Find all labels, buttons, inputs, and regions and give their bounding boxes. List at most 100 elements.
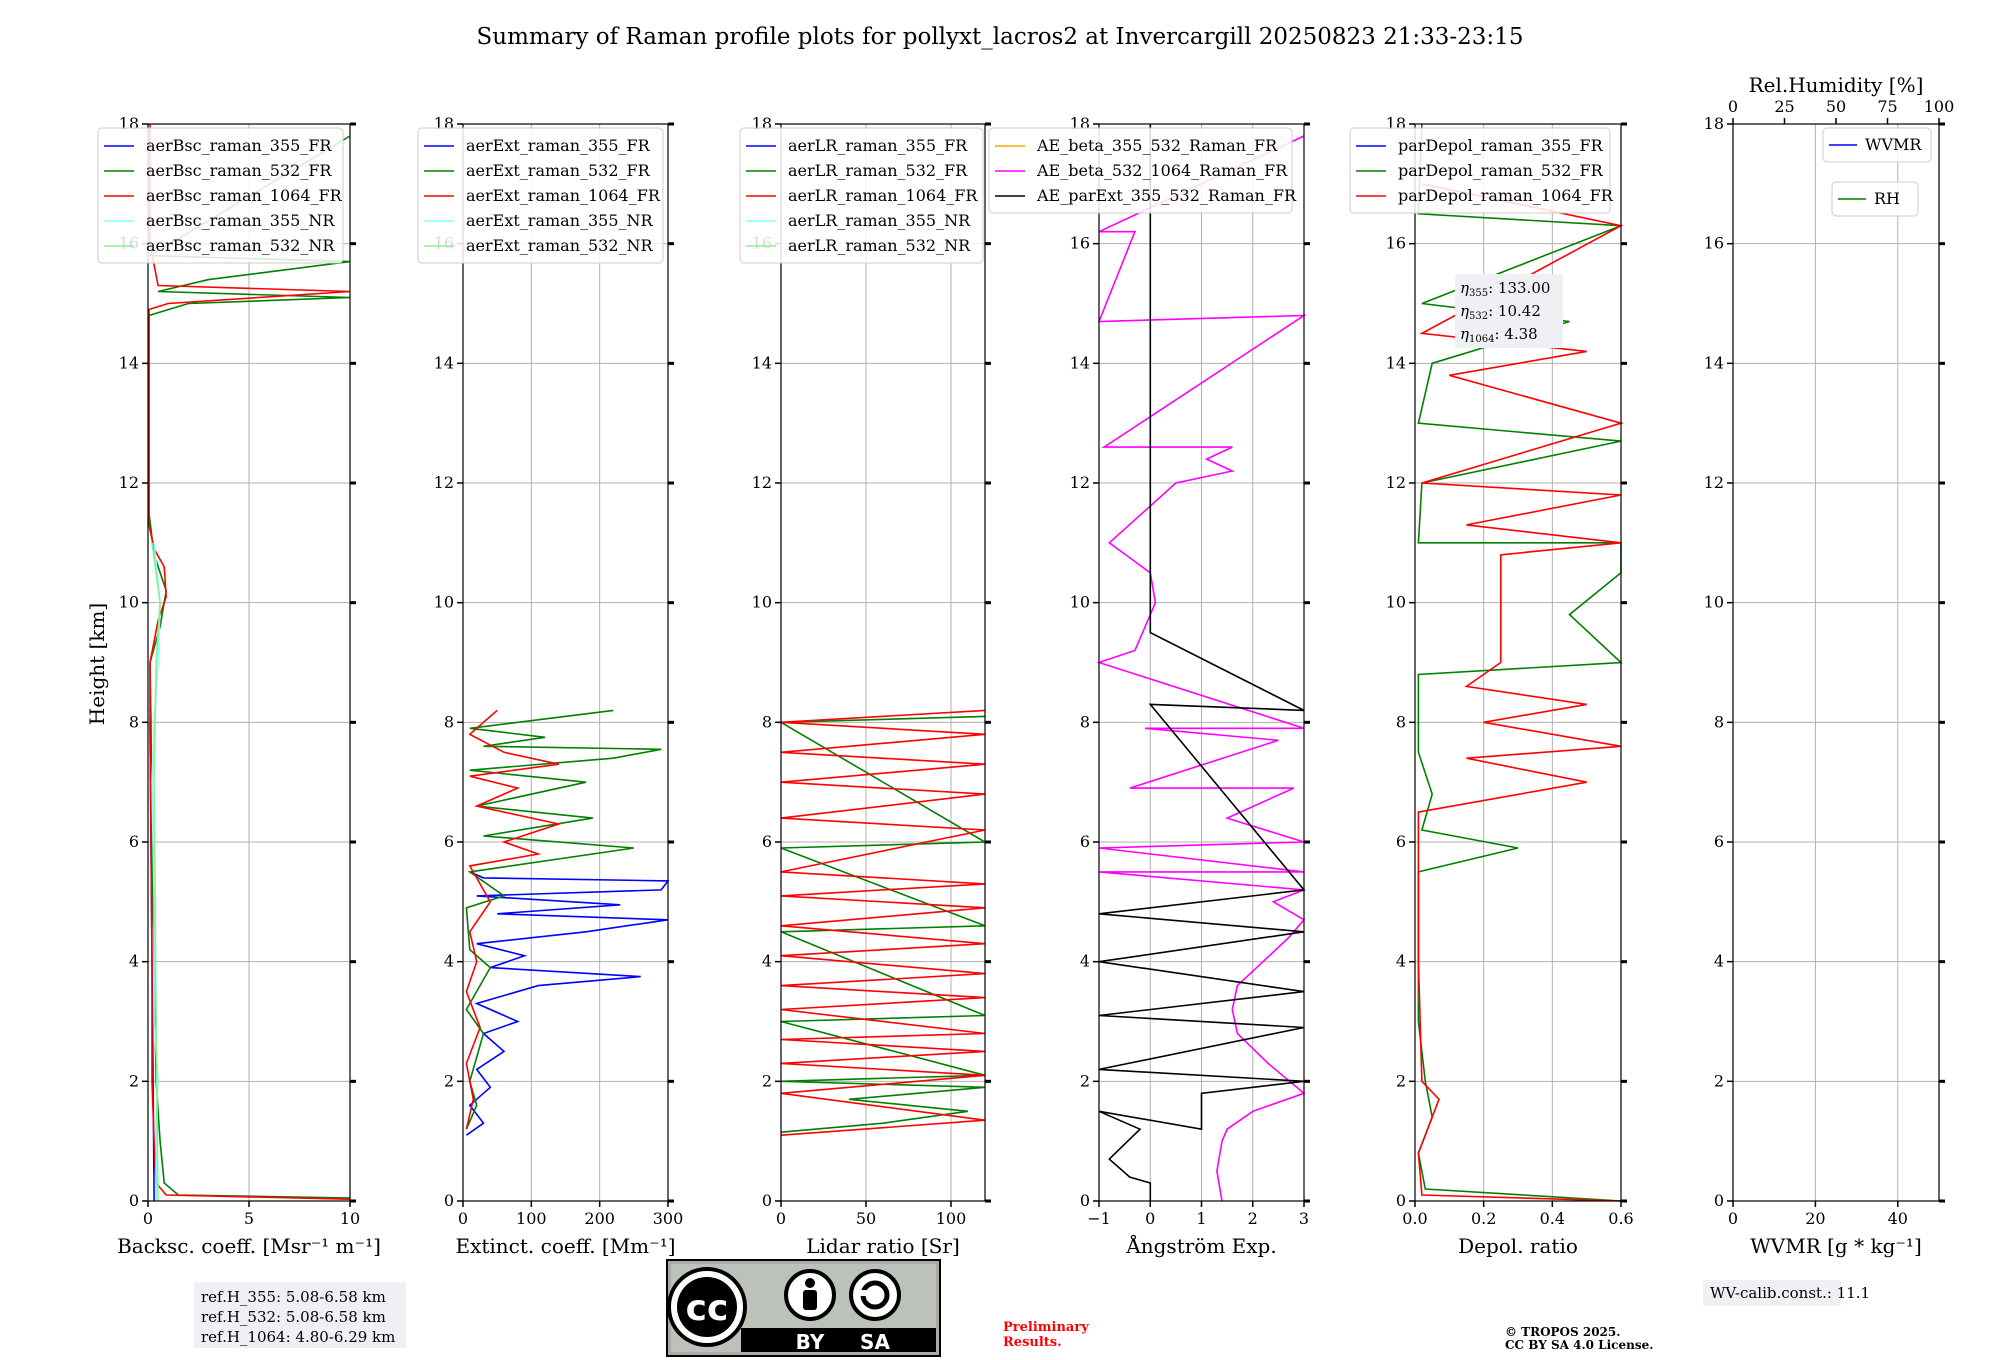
wv-calib-text: WV-calib.const.: 11.1 (1710, 1284, 1870, 1302)
wv-ytick-label: 4 (1714, 952, 1724, 971)
ae-legend-label: AE_parExt_355_532_Raman_FR (1036, 186, 1297, 205)
bsc-series-line (148, 124, 351, 1200)
lr-ytick-label: 2 (762, 1071, 772, 1090)
ext-ytick-label: 12 (434, 473, 454, 492)
ae-series-line (1096, 135, 1307, 1202)
wv-legend-box (1822, 127, 1932, 163)
wv-xtick-label: 0 (1728, 1209, 1738, 1228)
ext-series-line (465, 709, 562, 1130)
eta-532: η532: 10.42 (1460, 302, 1541, 322)
ext-legend-box (417, 127, 664, 264)
lr-xtick-label: 0 (776, 1209, 786, 1228)
bsc-ytick-label: 0 (129, 1191, 139, 1210)
lr-xlabel: Lidar ratio [Sr] (806, 1234, 960, 1258)
lr-legend-label: aerLR_raman_532_FR (788, 161, 968, 180)
ae-legend-box (988, 127, 1293, 214)
bsc-xlabel: Backsc. coeff. [Msr⁻¹ m⁻¹] (117, 1234, 381, 1258)
bsc-legend-label: aerBsc_raman_1064_FR (146, 186, 343, 205)
wv-legend: WVMR RH (1822, 127, 1932, 217)
lr-panel: 024681012141618050100Lidar ratio [Sr]aer… (739, 114, 991, 1258)
panels-group: 0246810121416180510Backsc. coeff. [Msr⁻¹… (97, 73, 1955, 1258)
ae-legend: AE_beta_355_532_Raman_FR AE_beta_532_1064… (988, 127, 1297, 214)
depol-legend-box (1349, 127, 1611, 214)
depol-ytick-label: 6 (1396, 832, 1406, 851)
depol-legend-label: parDepol_raman_532_FR (1398, 161, 1604, 180)
ext-series-line (465, 871, 670, 1136)
wv-frame (1732, 123, 1940, 1202)
bsc-ytick-label: 10 (119, 593, 139, 612)
depol-xtick-label: 0.4 (1540, 1209, 1565, 1228)
ext-frame (462, 123, 669, 1202)
bsc-legend-label: aerBsc_raman_355_NR (146, 211, 335, 230)
ext-ytick-label: 4 (444, 952, 454, 971)
ae-ytick-label: 12 (1070, 473, 1090, 492)
ae-ytick-label: 0 (1080, 1191, 1090, 1210)
wv-top-xtick-label: 0 (1728, 97, 1738, 116)
wv-top-xtick-label: 25 (1774, 97, 1794, 116)
bsc-legend-label: aerBsc_raman_355_FR (146, 136, 332, 155)
wv-top-label: Rel.Humidity [%] (1749, 73, 1924, 97)
ae-ytick-label: 10 (1070, 593, 1090, 612)
copyright-line-2: CC BY SA 4.0 License. (1505, 1338, 1653, 1352)
wv-xlabel: WVMR [g * kg⁻¹] (1750, 1234, 1922, 1258)
ae-xlabel: Ångström Exp. (1125, 1233, 1276, 1258)
ext-ytick-label: 10 (434, 593, 454, 612)
wv-xtick-label: 40 (1888, 1209, 1908, 1228)
depol-ytick-label: 14 (1386, 353, 1406, 372)
ae-ytick-label: 8 (1080, 712, 1090, 731)
lr-legend-label: aerLR_raman_355_FR (788, 136, 968, 155)
bsc-xtick-label: 0 (143, 1209, 153, 1228)
ext-xtick-label: 300 (653, 1209, 684, 1228)
lr-legend-label: aerLR_raman_532_NR (788, 236, 971, 255)
depol-xtick-label: 0.6 (1608, 1209, 1633, 1228)
eta-1064: η1064: 4.38 (1460, 325, 1538, 345)
cc-text: cc (686, 1288, 729, 1329)
ext-ytick-label: 2 (444, 1071, 454, 1090)
ae-ytick-label: 14 (1070, 353, 1090, 372)
lr-xtick-label: 100 (936, 1209, 967, 1228)
lr-ytick-label: 4 (762, 952, 772, 971)
wv-ytick-label: 0 (1714, 1191, 1724, 1210)
lr-legend-label: aerLR_raman_355_NR (788, 211, 971, 230)
sa-icon (849, 1269, 901, 1321)
ext-legend-label: aerExt_raman_1064_FR (466, 186, 661, 205)
lr-ytick-label: 14 (752, 353, 772, 372)
ae-legend-label: AE_beta_355_532_Raman_FR (1036, 136, 1278, 155)
ref-height-1064: ref.H_1064: 4.80-6.29 km (201, 1328, 395, 1346)
ae-ytick-label: 6 (1080, 832, 1090, 851)
ext-ytick-label: 0 (444, 1191, 454, 1210)
ext-legend: aerExt_raman_355_FR aerExt_raman_532_FRae… (417, 127, 664, 264)
depol-ytick-label: 4 (1396, 952, 1406, 971)
bsc-legend-label: aerBsc_raman_532_NR (146, 236, 335, 255)
lr-ytick-label: 8 (762, 712, 772, 731)
wv-xtick-label: 20 (1805, 1209, 1825, 1228)
ext-xlabel: Extinct. coeff. [Mm⁻¹] (455, 1234, 675, 1258)
ae-xtick-label: 2 (1248, 1209, 1258, 1228)
bsc-legend-box (97, 127, 344, 264)
ext-legend-label: aerExt_raman_355_NR (466, 211, 654, 230)
bsc-ytick-label: 4 (129, 952, 139, 971)
bsc-ytick-label: 6 (129, 832, 139, 851)
wv-ytick-label: 6 (1714, 832, 1724, 851)
depol-ytick-label: 2 (1396, 1071, 1406, 1090)
depol-legend-label: parDepol_raman_1064_FR (1398, 186, 1614, 205)
bsc-panel: 0246810121416180510Backsc. coeff. [Msr⁻¹… (97, 114, 381, 1258)
bsc-ytick-label: 12 (119, 473, 139, 492)
bsc-legend-label: aerBsc_raman_532_FR (146, 161, 332, 180)
ae-xtick-label: 3 (1299, 1209, 1309, 1228)
preliminary-line-2: Results. (1003, 1335, 1062, 1350)
wv-ytick-label: 16 (1704, 234, 1724, 253)
ext-series-line (465, 709, 662, 1130)
ext-ytick-label: 8 (444, 712, 454, 731)
lr-legend-box (739, 127, 984, 264)
lr-ytick-label: 0 (762, 1191, 772, 1210)
ext-legend-label: aerExt_raman_532_FR (466, 161, 651, 180)
ref-height-355: ref.H_355: 5.08-6.58 km (201, 1288, 386, 1306)
wv-ytick-label: 12 (1704, 473, 1724, 492)
preliminary-line-1: Preliminary (1003, 1320, 1089, 1335)
lr-xtick-label: 50 (856, 1209, 876, 1228)
lr-legend: aerLR_raman_355_FR aerLR_raman_532_FR aerL… (739, 127, 984, 264)
